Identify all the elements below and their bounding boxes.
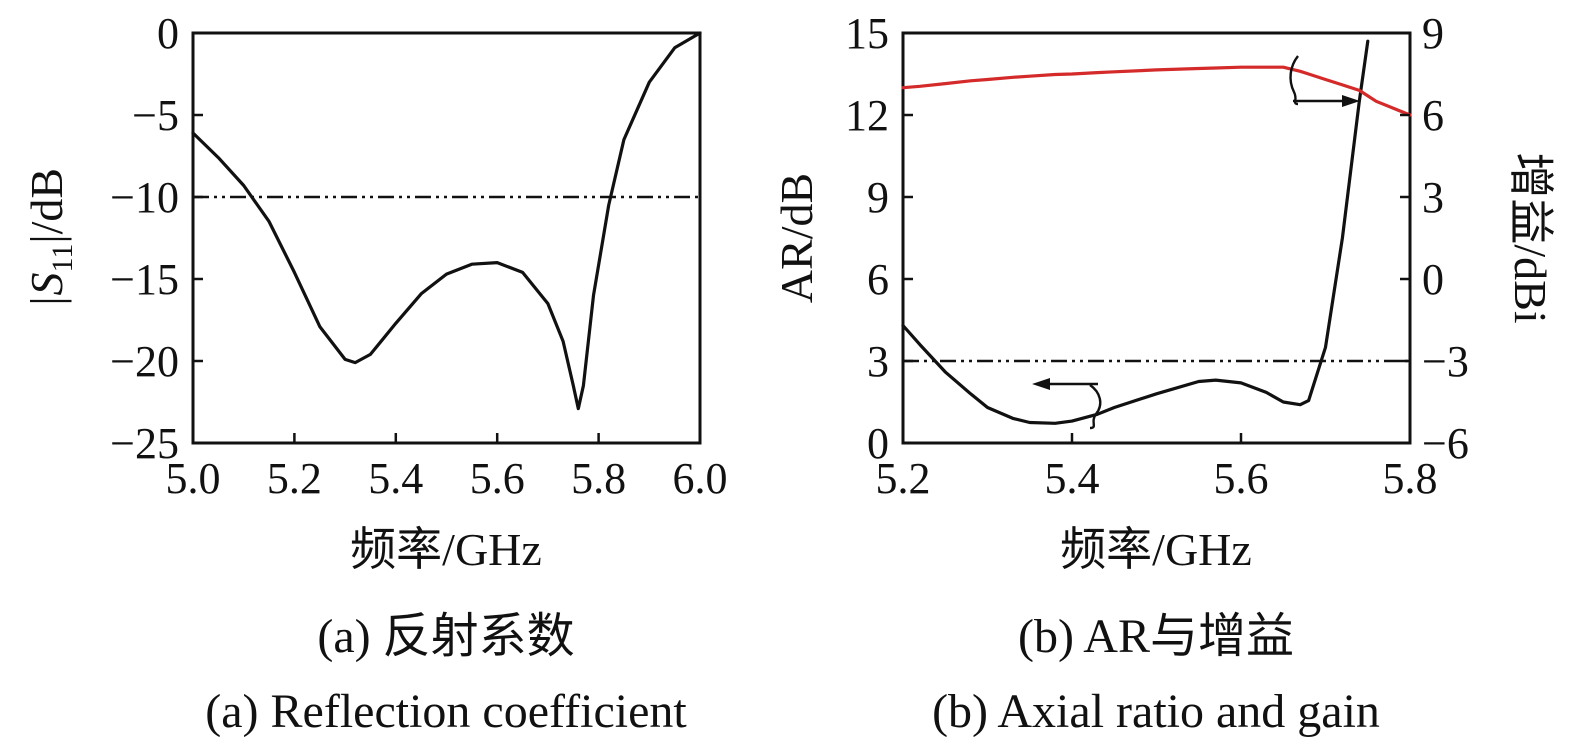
y-tick-label: −25 [110, 419, 179, 468]
y-tick-label: 9 [867, 173, 889, 222]
panel-b-x-ticks: 5.2 5.4 5.6 5.8 [876, 433, 1438, 503]
y-tick-label: 0 [867, 419, 889, 468]
panel-a-series-group [191, 31, 702, 411]
caption-a-chinese: (a) 反射系数 [317, 610, 574, 663]
x-tick-label: 5.4 [1045, 454, 1100, 503]
panel-b-ar-gain-chart: 5.2 5.4 5.6 5.8 0 3 6 9 12 15 −6 −3 0 3 6 9 频率/GHz AR… [771, 9, 1556, 575]
y-tick-label: 12 [845, 91, 889, 140]
x-tick-label: 5.6 [1214, 454, 1269, 503]
y-tick-label: −15 [110, 255, 179, 304]
panel-a-y-axis-label-main: |S [21, 272, 72, 308]
panel-b-left-y-ticks: 0 3 6 9 12 15 [845, 9, 913, 468]
y-tick-label: 3 [867, 337, 889, 386]
panel-b-annotation-ar-arrow [1032, 378, 1102, 430]
y2-tick-label: 3 [1422, 173, 1444, 222]
y2-tick-label: 9 [1422, 9, 1444, 58]
panel-b-annotation-gain-arrow [1289, 55, 1360, 107]
x-tick-label: 5.6 [470, 454, 525, 503]
x-tick-label: 5.4 [368, 454, 423, 503]
caption-b-english: (b) Axial ratio and gain [932, 685, 1380, 738]
x-tick-label: 5.0 [166, 454, 221, 503]
panel-b-series-group [901, 39, 1412, 425]
y-tick-label: 15 [845, 9, 889, 58]
panel-a-reflection-chart: 5.0 5.2 5.4 5.6 5.8 6.0 0 −5 −10 −15 −20 −25 频率/GH… [21, 9, 728, 575]
panel-b-x-axis-label: 频率/GHz [1060, 524, 1252, 575]
x-tick-label: 5.8 [1383, 454, 1438, 503]
panel-b-plot-frame [901, 31, 1412, 445]
x-tick-label: 5.2 [876, 454, 931, 503]
caption-b-chinese: (b) AR与增益 [1018, 610, 1294, 663]
y-tick-label: 6 [867, 255, 889, 304]
panel-a-y-axis-label-sub: 11 [46, 244, 79, 273]
y2-tick-label: 0 [1422, 255, 1444, 304]
panel-a-plot-frame [191, 31, 702, 445]
panel-a-y-ticks: 0 −5 −10 −15 −20 −25 [110, 9, 203, 468]
y-tick-label: 0 [157, 9, 179, 58]
panel-a-y-axis-label-rest: |/dB [21, 168, 72, 244]
y-tick-label: −10 [110, 173, 179, 222]
y-tick-label: −20 [110, 337, 179, 386]
panel-a-x-ticks: 5.0 5.2 5.4 5.6 5.8 6.0 [166, 433, 728, 503]
x-tick-label: 6.0 [673, 454, 728, 503]
panel-b-right-y-ticks: −6 −3 0 3 6 9 [1400, 9, 1469, 468]
series-line-left [191, 31, 702, 411]
y2-tick-label: 6 [1422, 91, 1444, 140]
x-tick-label: 5.2 [267, 454, 322, 503]
series-line-left [901, 39, 1370, 425]
y2-tick-label: −6 [1422, 419, 1469, 468]
panel-a-y-axis-label: |S11|/dB [21, 168, 79, 308]
caption-a-english: (a) Reflection coefficient [205, 685, 687, 738]
panel-a-x-axis-label: 频率/GHz [350, 524, 542, 575]
y2-tick-label: −3 [1422, 337, 1469, 386]
panel-b-left-y-axis-label: AR/dB [771, 173, 822, 303]
y-tick-label: −5 [132, 91, 179, 140]
x-tick-label: 5.8 [571, 454, 626, 503]
panel-b-right-y-axis-label: 增益/dBi [1505, 152, 1556, 323]
series-line-right [901, 65, 1412, 117]
